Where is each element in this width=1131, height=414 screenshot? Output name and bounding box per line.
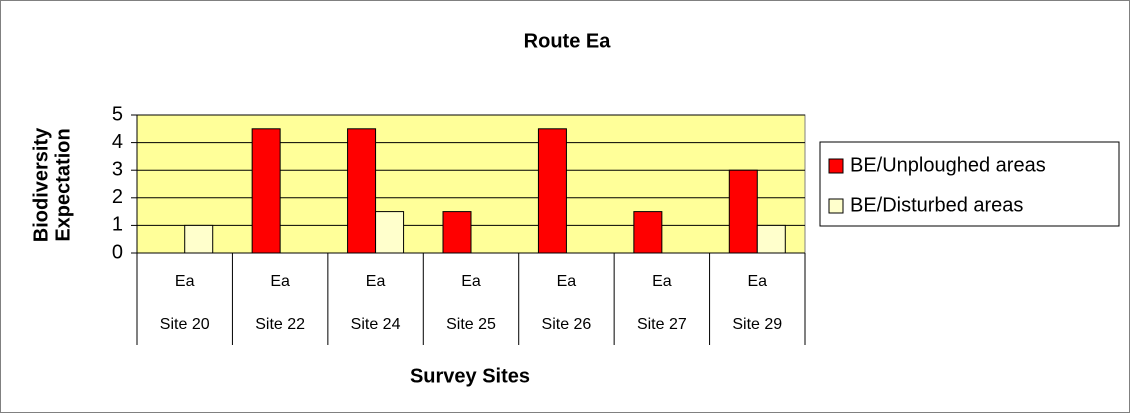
legend-label: BE/Unploughed areas (850, 154, 1046, 176)
bar (347, 128, 377, 254)
x-tick-label: Site 27 (637, 316, 687, 333)
x-tick-label: Site 22 (255, 316, 305, 333)
x-tick-label: Site 25 (446, 316, 496, 333)
chart-title: Route Ea (524, 30, 612, 52)
x-tick-label: Site 24 (351, 316, 401, 333)
y-axis-label: Expectation (52, 128, 74, 241)
bar (728, 169, 758, 254)
legend-swatch (828, 198, 844, 214)
x-tick-label: Ea (747, 273, 767, 290)
x-tick-label: Ea (461, 273, 481, 290)
bar (633, 211, 663, 254)
x-tick-label: Ea (270, 273, 290, 290)
bar (251, 128, 281, 254)
y-tick-label: 1 (112, 214, 123, 236)
bar (184, 224, 214, 254)
bar (442, 211, 472, 254)
legend-swatch (828, 158, 844, 174)
x-tick-label: Site 29 (732, 316, 782, 333)
bar (537, 128, 567, 254)
x-tick-label: Ea (366, 273, 386, 290)
x-tick-label: Ea (652, 273, 672, 290)
x-tick-label: Ea (175, 273, 195, 290)
bar (756, 224, 786, 254)
x-tick-label: Site 20 (160, 316, 210, 333)
y-tick-label: 2 (112, 186, 123, 208)
y-axis-label: Biodiversity (30, 127, 52, 242)
x-tick-label: Ea (557, 273, 577, 290)
y-tick-label: 3 (112, 158, 123, 180)
x-tick-label: Site 26 (542, 316, 592, 333)
bar (375, 211, 405, 254)
y-tick-label: 0 (112, 241, 123, 263)
y-tick-label: 5 (112, 103, 123, 125)
x-axis-label: Survey Sites (410, 365, 530, 387)
legend (819, 141, 1120, 227)
y-tick-label: 4 (112, 131, 123, 153)
legend-label: BE/Disturbed areas (850, 194, 1023, 216)
